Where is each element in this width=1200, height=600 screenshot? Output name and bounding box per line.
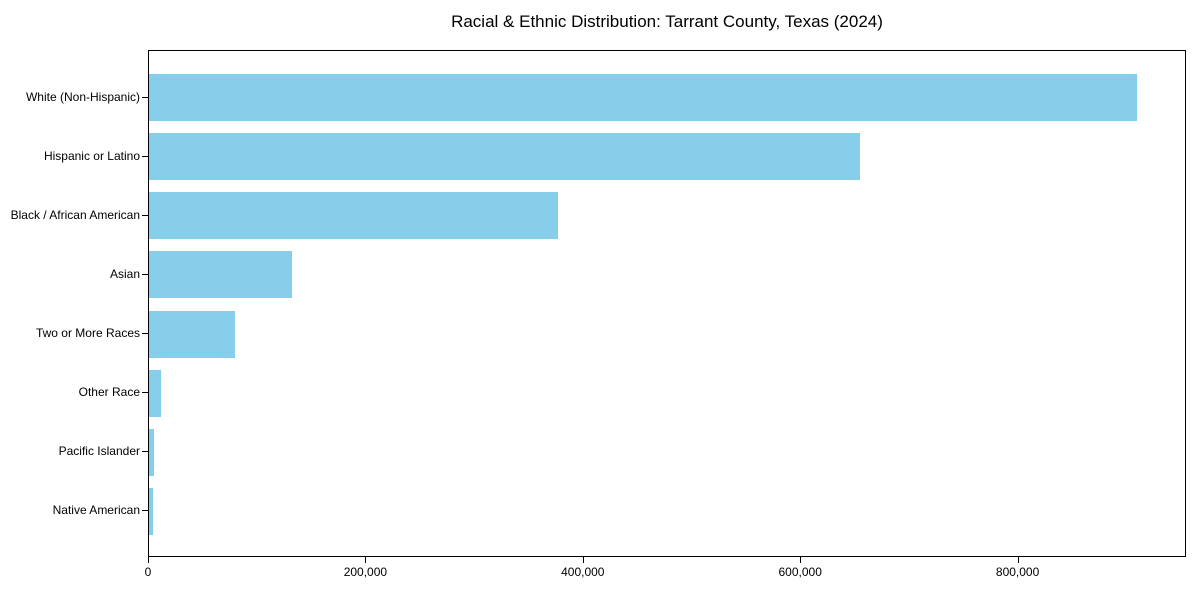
bar-native-american [149, 487, 154, 535]
y-axis-label-native-american: Native American [52, 503, 140, 518]
y-axis-tick [142, 451, 148, 453]
x-axis-label-0: 0 [144, 565, 152, 579]
x-axis-tick [365, 557, 367, 563]
y-axis-tick [142, 155, 148, 157]
y-axis-tick [142, 510, 148, 512]
y-axis-label-two-or-more-races: Two or More Races [35, 326, 140, 341]
bar-hispanic-or-latino [149, 133, 860, 181]
bar-two-or-more-races [149, 310, 235, 358]
chart-title: Racial & Ethnic Distribution: Tarrant Co… [451, 12, 883, 31]
bar-asian [149, 251, 293, 299]
y-axis-tick [142, 392, 148, 394]
x-axis-label-200-000: 200,000 [343, 565, 388, 579]
x-axis-label-800-000: 800,000 [995, 565, 1040, 579]
bar-other-race [149, 369, 161, 417]
y-axis-label-asian: Asian [109, 266, 140, 281]
x-axis-tick [582, 557, 584, 563]
plot-area [148, 50, 1186, 557]
x-axis-tick [148, 557, 149, 563]
x-axis-label-600-000: 600,000 [778, 565, 822, 579]
y-axis-label-other-race: Other Race [78, 385, 140, 400]
x-axis-label-400-000: 400,000 [561, 565, 605, 579]
x-axis-tick [800, 557, 802, 563]
y-axis-label-pacific-islander: Pacific Islander [58, 444, 140, 459]
y-axis-label-white-non-hispanic: White (Non-Hispanic) [25, 89, 140, 104]
y-axis-tick [142, 96, 148, 98]
bar-white-non-hispanic [149, 74, 1138, 122]
y-axis-tick [142, 333, 148, 335]
bar-black-african-american [149, 192, 558, 240]
y-axis-label-black-african-american: Black / African American [10, 207, 140, 222]
bar-pacific-islander [149, 428, 154, 476]
x-axis-tick [1017, 557, 1019, 563]
y-axis-tick [142, 273, 148, 275]
y-axis-tick [142, 214, 148, 216]
y-axis-label-hispanic-or-latino: Hispanic or Latino [43, 148, 140, 163]
